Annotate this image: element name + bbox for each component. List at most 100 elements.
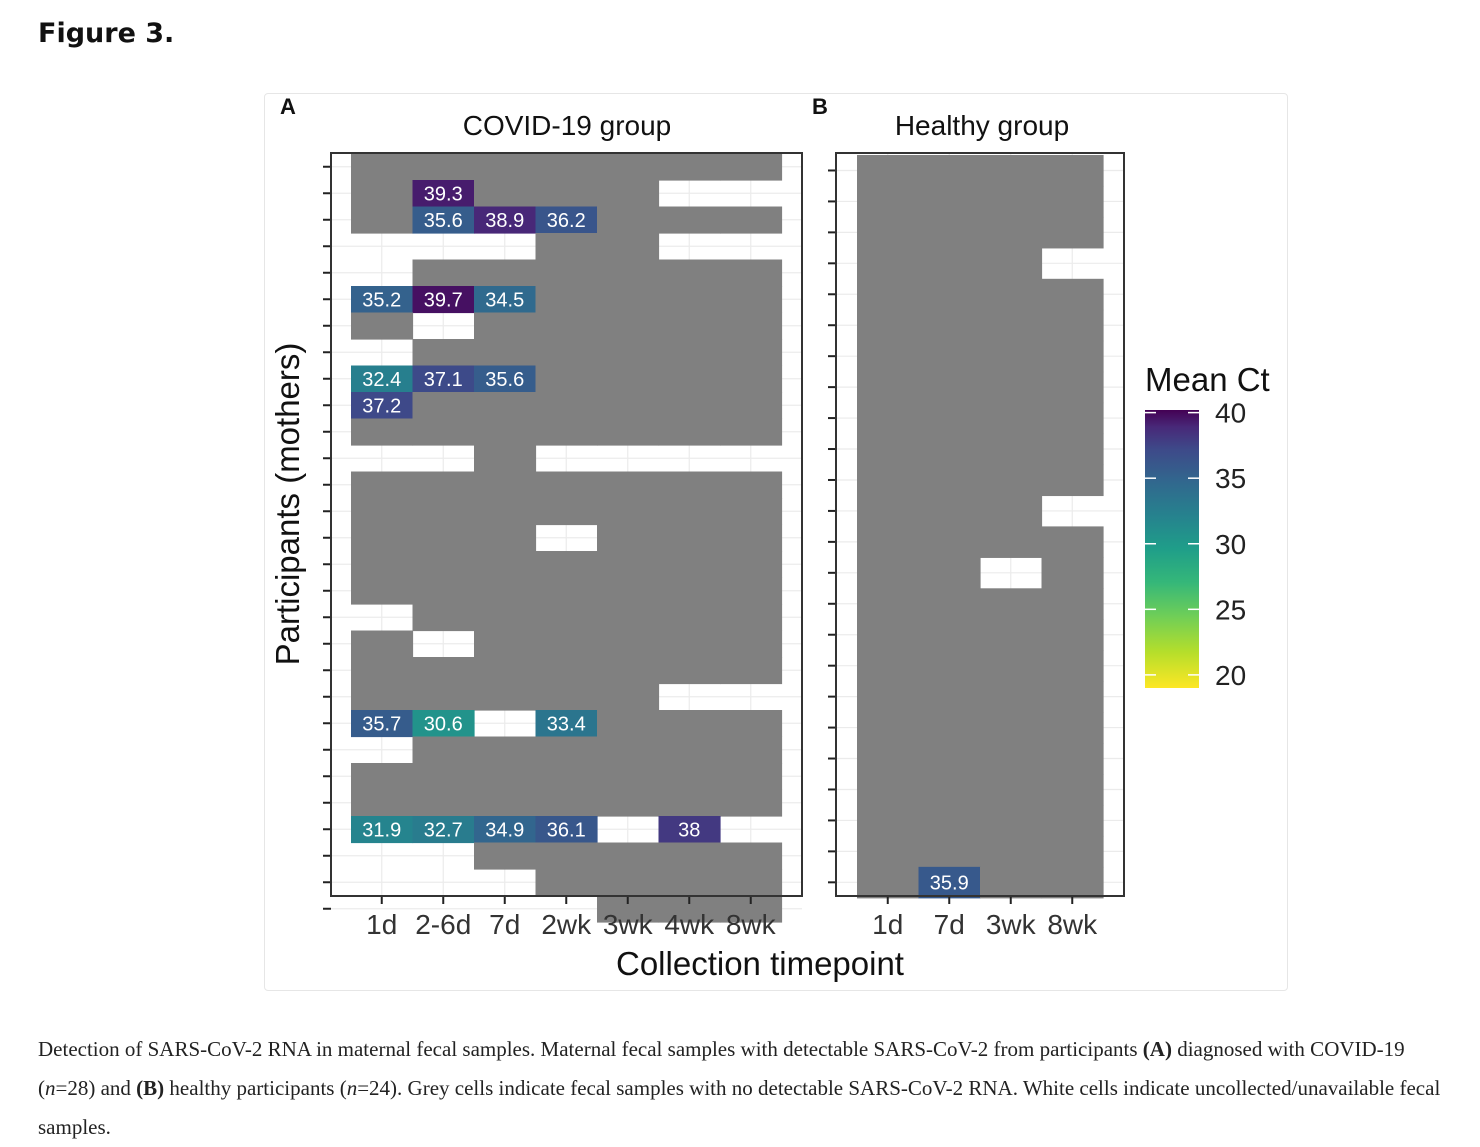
cell-value-label: 35.6 xyxy=(485,369,524,391)
heatmap-cell-grey xyxy=(535,418,598,446)
heatmap-cell-grey xyxy=(474,339,537,367)
heatmap-cell-grey xyxy=(535,842,598,870)
heatmap-cell-value xyxy=(412,816,475,844)
cell-value-label: 30.6 xyxy=(424,713,463,735)
heatmap-cell-grey xyxy=(980,185,1043,218)
heatmap-cell-grey xyxy=(658,551,721,579)
heatmap-cell-grey xyxy=(1041,650,1104,682)
heatmap-cell-grey xyxy=(351,657,414,685)
heatmap-cell-grey xyxy=(1041,866,1104,899)
heatmap-cell-grey xyxy=(1041,588,1104,620)
cell-value-label: 35.2 xyxy=(362,289,401,311)
heatmap-cell-value xyxy=(535,206,598,234)
heatmap-cell-grey xyxy=(658,657,721,685)
heatmap-cell-grey xyxy=(597,498,660,526)
heatmap-cell-grey xyxy=(857,804,920,837)
heatmap-cell-grey xyxy=(412,259,475,287)
heatmap-cell-grey xyxy=(720,763,783,791)
heatmap-cell-grey xyxy=(918,588,981,620)
heatmap-cell-grey xyxy=(412,604,475,632)
panel-title: Healthy group xyxy=(895,110,1069,141)
heatmap-cell-grey xyxy=(918,712,981,744)
heatmap-cell-grey xyxy=(597,259,660,287)
heatmap-cell-grey xyxy=(857,712,920,744)
heatmap-cell-grey xyxy=(412,736,475,764)
heatmap-cell-grey xyxy=(720,789,783,817)
heatmap-cell-grey xyxy=(597,153,660,181)
heatmap-cell-grey xyxy=(597,365,660,393)
heatmap-cell-grey xyxy=(597,683,660,711)
cell-value-label: 32.4 xyxy=(362,369,401,391)
heatmap-cell-value xyxy=(351,392,414,420)
heatmap-cell-grey xyxy=(658,789,721,817)
plot-border xyxy=(330,152,803,897)
heatmap-cell-grey xyxy=(412,524,475,552)
heatmap-cell-grey xyxy=(535,180,598,208)
heatmap-cell-grey xyxy=(597,736,660,764)
heatmap-cell-grey xyxy=(412,657,475,685)
heatmap-cell-grey xyxy=(535,365,598,393)
x-tick-label: 8wk xyxy=(1047,909,1098,940)
heatmap-cell-grey xyxy=(351,763,414,791)
heatmap-cell-grey xyxy=(720,365,783,393)
heatmap-cell-grey xyxy=(918,743,981,775)
x-tick-label: 3wk xyxy=(603,909,654,940)
heatmap-cell-grey xyxy=(597,392,660,420)
heatmap-cell-grey xyxy=(474,259,537,287)
heatmap-cell-grey xyxy=(597,842,660,870)
heatmap-cell-grey xyxy=(474,180,537,208)
heatmap-cell-value xyxy=(412,286,475,314)
heatmap-cell-grey xyxy=(535,312,598,340)
heatmap-cell-grey xyxy=(980,309,1043,342)
heatmap-cell-grey xyxy=(720,869,783,897)
cell-value-label: 31.9 xyxy=(362,819,401,841)
heatmap-cell-grey xyxy=(857,681,920,713)
heatmap-cell-grey xyxy=(351,471,414,499)
heatmap-cell-grey xyxy=(980,681,1043,713)
heatmap-cell-grey xyxy=(980,464,1043,497)
heatmap-cell-grey xyxy=(474,392,537,420)
x-tick-label: 7d xyxy=(934,909,965,940)
heatmap-cell-value xyxy=(351,286,414,314)
heatmap-cell-grey xyxy=(720,630,783,658)
heatmap-cell-grey xyxy=(1041,155,1104,187)
heatmap-cell-grey xyxy=(720,471,783,499)
heatmap-cell-grey xyxy=(857,247,920,280)
heatmap-cell-grey xyxy=(918,155,981,187)
heatmap-cell-grey xyxy=(658,339,721,367)
heatmap-cell-value xyxy=(535,710,598,738)
heatmap-cell-grey xyxy=(857,185,920,218)
heatmap-cell-grey xyxy=(597,763,660,791)
heatmap-cell-grey xyxy=(1041,340,1104,373)
heatmap-cell-grey xyxy=(1041,433,1104,466)
heatmap-cell-grey xyxy=(918,309,981,342)
heatmap-cell-grey xyxy=(980,526,1043,558)
heatmap-cell-grey xyxy=(857,433,920,466)
heatmap-cell-grey xyxy=(720,842,783,870)
heatmap-cell-grey xyxy=(412,577,475,605)
heatmap-cell-value xyxy=(474,286,537,314)
heatmap-cell-grey xyxy=(980,712,1043,744)
heatmap-cell-grey xyxy=(658,604,721,632)
figure-title: Figure 3. xyxy=(38,18,175,49)
heatmap-cell-grey xyxy=(918,774,981,806)
heatmap-cell-grey xyxy=(857,278,920,311)
heatmap-cell-grey xyxy=(720,577,783,605)
heatmap-cell-grey xyxy=(857,588,920,620)
heatmap-cell-grey xyxy=(351,577,414,605)
heatmap-cell-grey xyxy=(857,774,920,806)
heatmap-cell-grey xyxy=(720,524,783,552)
heatmap-cell-grey xyxy=(1041,526,1104,558)
heatmap-cell-grey xyxy=(720,418,783,446)
heatmap-cell-grey xyxy=(918,650,981,682)
heatmap-cell-grey xyxy=(720,206,783,234)
heatmap-cell-grey xyxy=(1041,619,1104,651)
heatmap-cell-grey xyxy=(474,524,537,552)
heatmap-cell-grey xyxy=(720,498,783,526)
heatmap-cell-grey xyxy=(918,278,981,311)
heatmap-cell-grey xyxy=(412,471,475,499)
heatmap-cell-grey xyxy=(658,524,721,552)
colorbar-legend: Mean Ct 40 35 30 25 20 xyxy=(1145,361,1270,691)
heatmap-cell-grey xyxy=(857,866,920,899)
heatmap-cell-grey xyxy=(535,763,598,791)
